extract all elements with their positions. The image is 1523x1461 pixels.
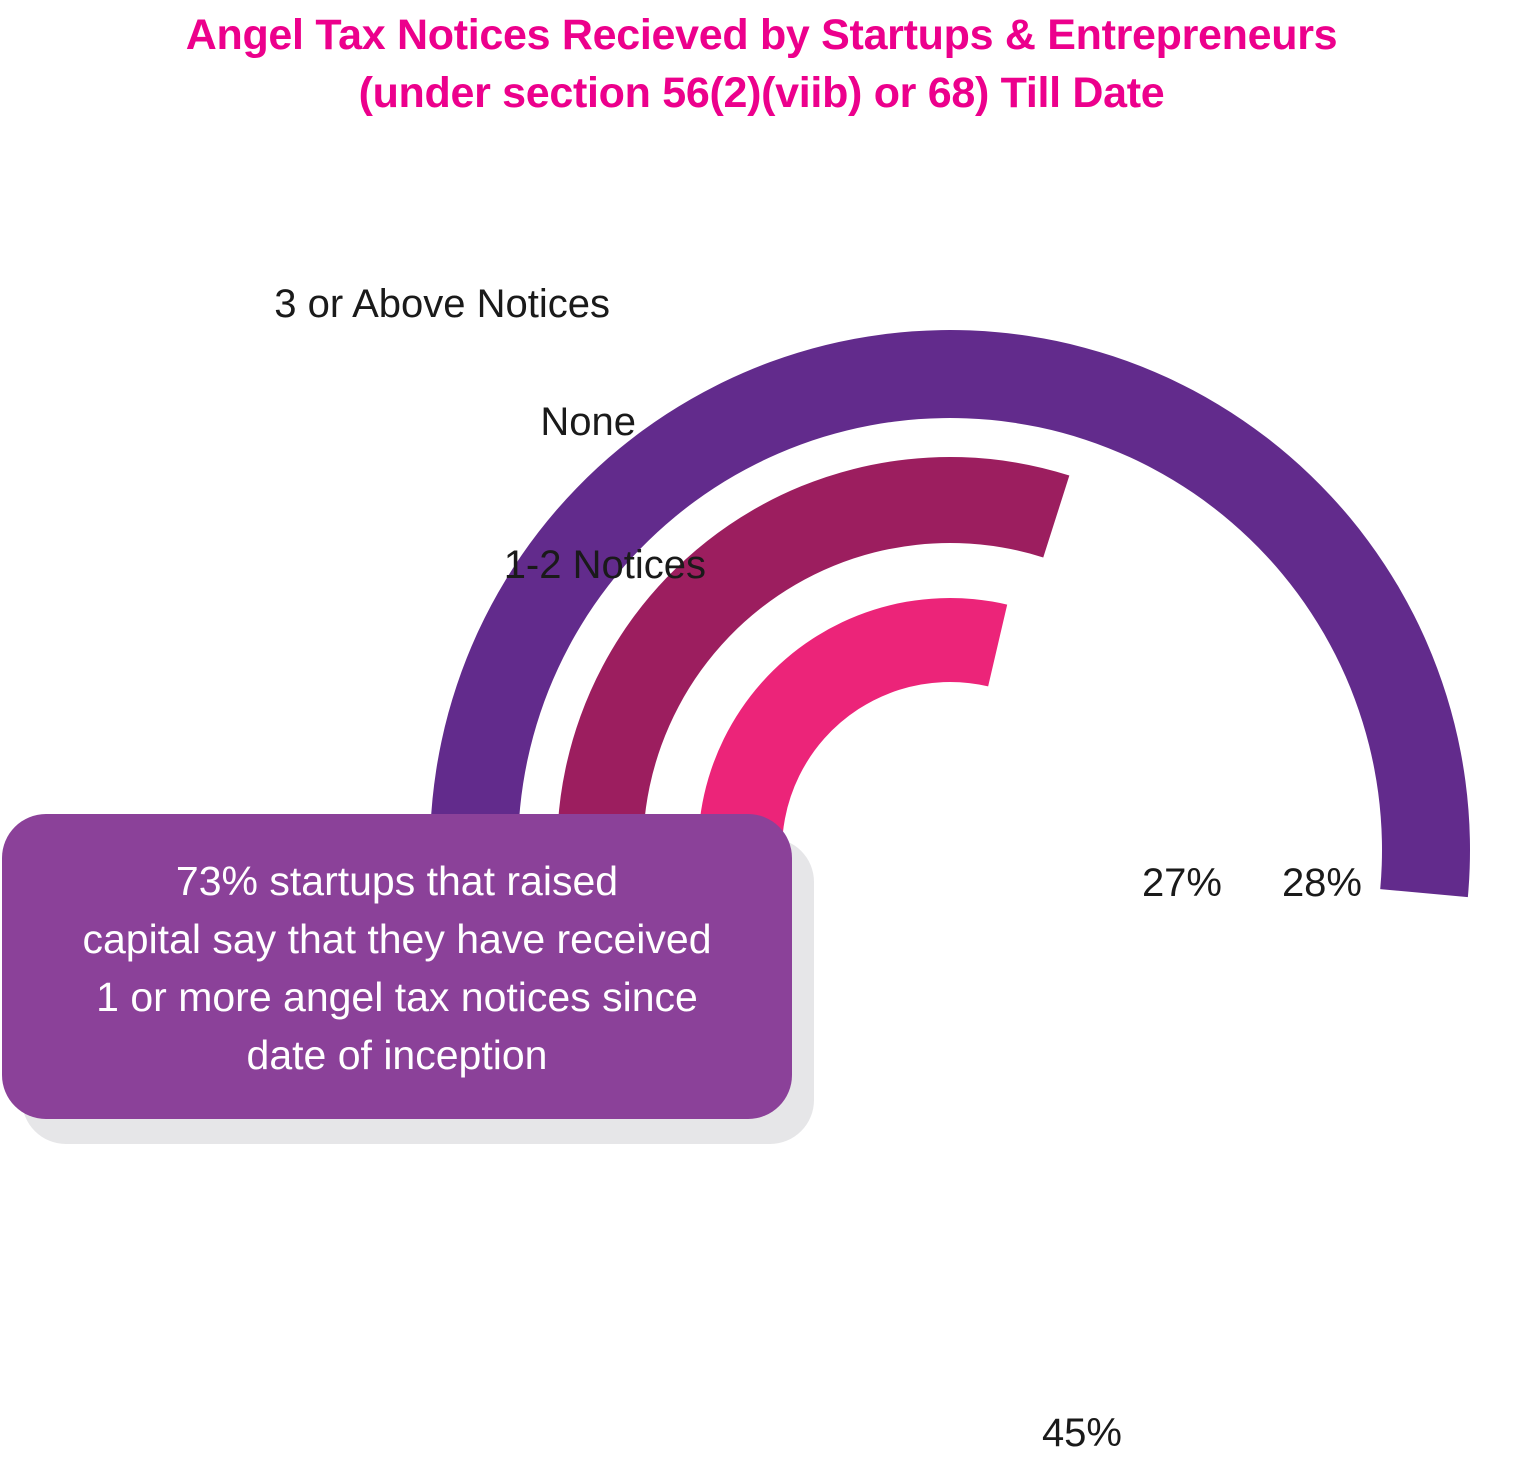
note-box: 73% startups that raised capital say tha… — [2, 814, 792, 1119]
bar-none — [557, 457, 1070, 985]
value-label: 27% — [1142, 861, 1222, 905]
value-label: 45% — [1042, 1411, 1122, 1455]
chart-title: Angel Tax Notices Recieved by Startups &… — [0, 6, 1523, 122]
category-label: 3 or Above Notices — [274, 282, 610, 326]
chart-title-line-1: Angel Tax Notices Recieved by Startups &… — [185, 11, 1338, 59]
chart-title-line-2: (under section 56(2)(viib) or 68) Till D… — [358, 69, 1165, 117]
bar-3-or-above-notices — [430, 330, 1471, 1028]
note-line-1: 73% startups that raised — [175, 858, 619, 904]
note-line-2: capital say that they have received — [82, 916, 712, 962]
note-line-3: 1 or more angel tax notices since — [96, 974, 698, 1020]
category-label: None — [540, 400, 636, 444]
category-label: 1-2 Notices — [504, 543, 706, 587]
note-line-4: date of inception — [246, 1032, 548, 1078]
value-label: 28% — [1282, 861, 1362, 905]
